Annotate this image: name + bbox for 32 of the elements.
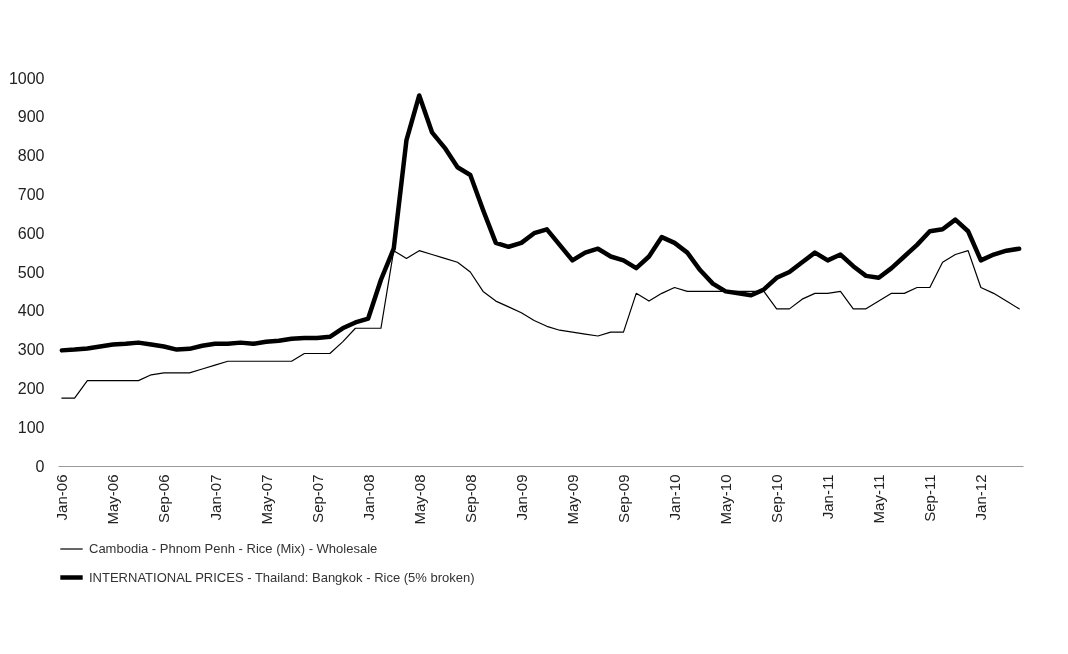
- x-tick-label: May-10: [717, 474, 735, 525]
- x-tick-label: Sep-08: [461, 474, 479, 523]
- x-tick-label: Jan-08: [359, 474, 377, 521]
- y-tick-label: 1000: [8, 69, 45, 87]
- y-tick-label: 800: [17, 147, 45, 165]
- x-tick-label: Jan-12: [972, 474, 990, 521]
- y-tick-label: 400: [17, 302, 45, 320]
- legend-label: Cambodia - Phnom Penh - Rice (Mix) - Wholesale: [89, 541, 378, 556]
- legend-label: INTERNATIONAL PRICES - Thailand: Bangkok - Rice (5% broken): [89, 569, 475, 585]
- x-tick-label: Jan-11: [819, 474, 837, 520]
- y-tick-label: 0: [35, 457, 45, 475]
- y-tick-label: 200: [17, 379, 45, 397]
- x-tick-label: May-07: [257, 474, 275, 525]
- x-tick-label: Sep-09: [614, 474, 632, 523]
- y-tick-label: 900: [17, 108, 45, 126]
- x-tick-label: Sep-07: [308, 474, 326, 523]
- y-tick-label: 500: [17, 263, 45, 281]
- x-tick-label: May-09: [563, 474, 581, 525]
- x-tick-label: Sep-10: [768, 474, 786, 523]
- x-tick-label: Jan-09: [512, 474, 530, 521]
- y-tick-label: 300: [17, 341, 45, 359]
- y-tick-label: 600: [17, 224, 45, 242]
- y-tick-label: 700: [17, 185, 45, 203]
- x-tick-label: May-08: [410, 474, 428, 525]
- x-tick-label: Sep-06: [155, 474, 173, 523]
- x-tick-label: May-06: [104, 474, 122, 525]
- y-tick-label: 100: [17, 418, 45, 436]
- x-tick-label: Jan-06: [53, 474, 71, 521]
- x-tick-label: May-11: [870, 474, 888, 524]
- x-tick-label: Jan-10: [666, 474, 684, 521]
- x-tick-label: Jan-07: [206, 474, 224, 521]
- x-tick-label: Sep-11: [921, 474, 939, 522]
